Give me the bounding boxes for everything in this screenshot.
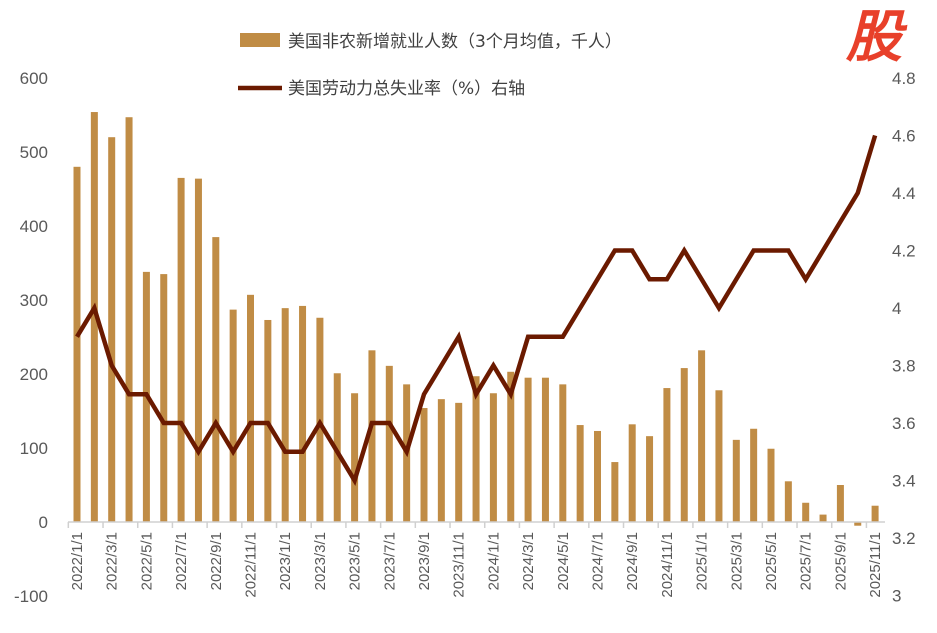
y-right-tick-label: 3: [892, 587, 901, 606]
y-right-tick-label: 4: [892, 299, 901, 318]
bar: [229, 309, 237, 522]
x-tick-label: 2024/9/1: [624, 532, 641, 590]
y-left-tick-label: 0: [39, 513, 48, 532]
bar: [385, 365, 393, 522]
bar: [576, 425, 584, 522]
y-left-tick-label: 300: [20, 291, 48, 310]
bar: [767, 448, 775, 522]
bar: [212, 237, 220, 522]
y-right-tick-label: 4.4: [892, 184, 916, 203]
y-left-tick-label: 200: [20, 365, 48, 384]
bar: [368, 350, 376, 522]
bar: [680, 368, 688, 522]
bar: [802, 502, 810, 522]
bar: [871, 505, 879, 522]
x-tick-label: 2025/1/1: [694, 532, 711, 590]
bar: [784, 481, 792, 522]
bar: [646, 436, 654, 522]
bar: [455, 402, 463, 522]
y-right-tick-label: 3.2: [892, 529, 916, 548]
x-tick-label: 2024/3/1: [520, 532, 537, 590]
bar: [420, 408, 428, 522]
bar: [611, 462, 619, 522]
bar: [836, 485, 844, 522]
bar: [489, 393, 497, 522]
y-right-tick-label: 4.2: [892, 242, 916, 261]
y-left-tick-label: 400: [20, 217, 48, 236]
bar: [90, 112, 98, 522]
bar: [437, 399, 445, 522]
bar: [108, 137, 116, 522]
bar: [732, 439, 740, 522]
bar: [351, 393, 359, 522]
bar: [854, 522, 862, 526]
y-right-tick-label: 4.6: [892, 127, 916, 146]
x-tick-label: 2025/11/1: [867, 532, 884, 598]
x-tick-label: 2023/9/1: [416, 532, 433, 590]
bar: [125, 117, 133, 522]
bar: [594, 430, 601, 522]
bar: [698, 350, 706, 522]
y-left-tick-label: 600: [20, 69, 48, 88]
y-left-tick-label: 500: [20, 143, 48, 162]
x-tick-label: 2022/5/1: [138, 532, 155, 590]
legend-line-label: 美国劳动力总失业率（%）右轴: [288, 79, 525, 99]
x-tick-label: 2024/1/1: [485, 532, 502, 590]
y-right-tick-label: 3.6: [892, 414, 916, 433]
x-tick-label: 2022/1/1: [69, 532, 86, 590]
x-tick-label: 2025/3/1: [728, 532, 745, 590]
unemployment-line: [75, 134, 878, 486]
bar: [247, 294, 254, 522]
y-left-tick-label: 100: [20, 439, 48, 458]
x-tick-label: 2023/11/1: [451, 532, 468, 598]
x-tick-label: 2022/3/1: [104, 532, 121, 590]
bar: [559, 384, 567, 522]
x-tick-label: 2025/9/1: [832, 532, 849, 590]
bar: [299, 305, 307, 522]
x-tick-label: 2023/3/1: [312, 532, 329, 590]
bar: [819, 514, 827, 522]
y-right-tick-label: 3.4: [892, 472, 916, 491]
y-right-tick-label: 4.8: [892, 69, 916, 88]
x-tick-label: 2024/11/1: [659, 532, 676, 598]
legend-bar-swatch: [240, 33, 280, 47]
x-tick-label: 2022/7/1: [173, 532, 190, 590]
x-tick-label: 2025/5/1: [763, 532, 780, 590]
x-tick-label: 2022/9/1: [208, 532, 225, 590]
y-right-tick-label: 3.8: [892, 357, 916, 376]
watermark-logo: 股: [845, 5, 908, 70]
bar: [177, 177, 185, 522]
bar: [73, 166, 81, 523]
legend-bar-label: 美国非农新增就业人数（3个月均值，千人）: [288, 32, 622, 52]
bar: [750, 428, 758, 522]
bar: [507, 371, 515, 522]
x-tick-label: 2024/7/1: [590, 532, 607, 590]
y-left-tick-label: -100: [14, 587, 48, 606]
bar: [194, 178, 202, 522]
x-tick-label: 2023/1/1: [277, 532, 294, 590]
bar: [663, 388, 671, 522]
bar: [715, 390, 723, 522]
x-tick-label: 2025/7/1: [798, 532, 815, 590]
bar: [541, 377, 549, 522]
bar: [281, 308, 289, 522]
x-tick-label: 2023/7/1: [381, 532, 398, 590]
x-tick-label: 2024/5/1: [555, 532, 572, 590]
bar: [472, 376, 480, 522]
bar: [160, 274, 168, 522]
x-tick-label: 2023/5/1: [347, 532, 364, 590]
x-tick-label: 2022/11/1: [243, 532, 260, 598]
bar: [628, 424, 636, 522]
bar: [524, 377, 532, 522]
